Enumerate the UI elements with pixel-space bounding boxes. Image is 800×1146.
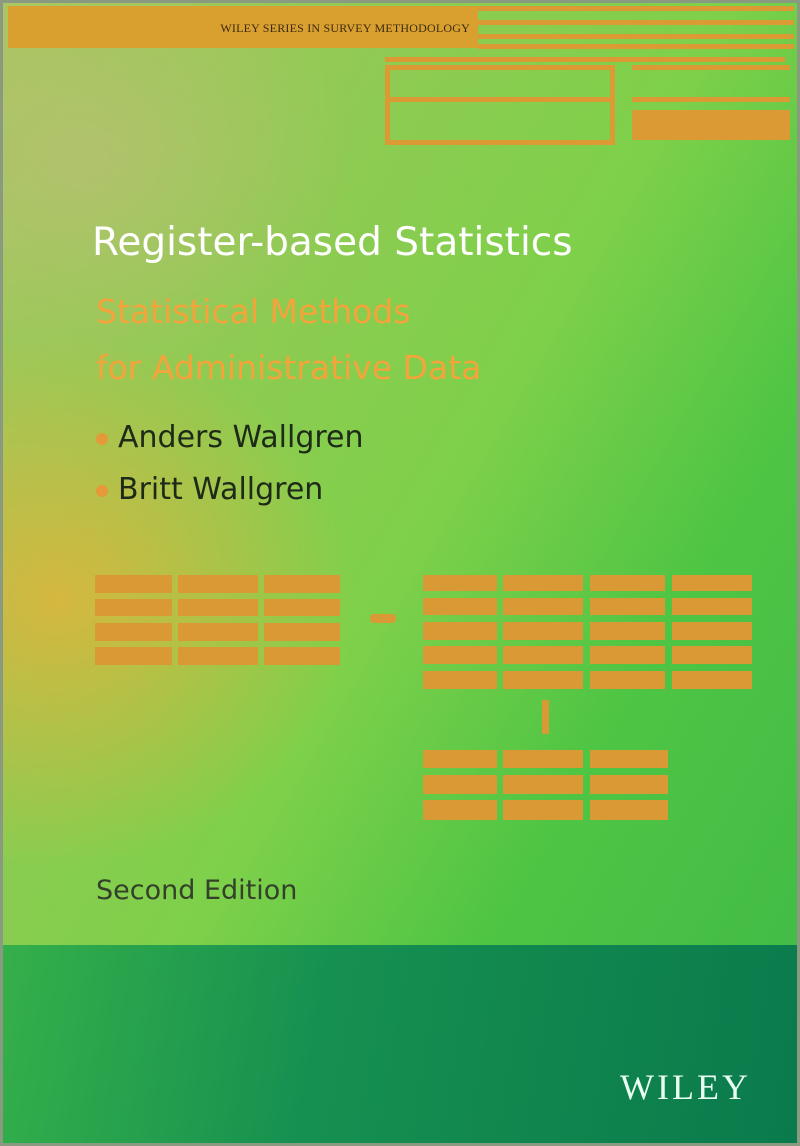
decor-stripe <box>632 97 790 102</box>
register-table-cell <box>503 622 583 640</box>
register-table-cell <box>503 646 583 664</box>
register-table-cell <box>503 598 583 615</box>
result-table-cell <box>503 800 583 820</box>
register-table-cell <box>590 622 665 640</box>
decor-stripe <box>478 20 794 25</box>
decor-stripe <box>478 6 794 11</box>
decor-stripe <box>478 34 794 39</box>
register-table-cell <box>672 622 752 640</box>
decor-stripe <box>632 65 790 70</box>
decor-stripe <box>390 97 610 102</box>
author-name: Britt Wallgren <box>118 472 324 507</box>
series-name: WILEY SERIES IN SURVEY METHODOLOGY <box>220 21 470 35</box>
register-table-cell <box>672 646 752 664</box>
register-table-cell <box>503 671 583 689</box>
source-table-cell <box>95 575 172 593</box>
register-table-cell <box>590 646 665 664</box>
series-band <box>8 6 478 48</box>
register-table-cell <box>672 598 752 615</box>
register-table-cell <box>423 575 497 591</box>
register-table-cell <box>423 622 497 640</box>
result-table-cell <box>590 800 668 820</box>
source-table-cell <box>264 647 340 665</box>
register-table-cell <box>590 598 665 615</box>
bullet-icon <box>96 484 108 497</box>
register-table-cell <box>590 671 665 689</box>
source-table-cell <box>178 575 258 593</box>
source-table-cell <box>95 623 172 641</box>
source-table-cell <box>178 623 258 641</box>
result-table-cell <box>503 750 583 768</box>
edition-label: Second Edition <box>96 875 298 906</box>
publisher-logo: WILEY <box>620 1067 751 1107</box>
register-table-cell <box>672 575 752 591</box>
subtitle-line-2: for Administrative Data <box>96 348 482 387</box>
result-table-cell <box>590 775 668 794</box>
register-table-cell <box>423 598 497 615</box>
source-table-cell <box>264 599 340 616</box>
register-table-cell <box>423 671 497 689</box>
decor-box <box>385 65 615 145</box>
source-table-cell <box>264 623 340 641</box>
result-table-cell <box>423 750 497 768</box>
source-table-cell <box>95 647 172 665</box>
result-table-cell <box>423 800 497 820</box>
bottom-band <box>0 945 800 1146</box>
author-2: Britt Wallgren <box>96 472 323 507</box>
result-table-cell <box>503 775 583 794</box>
decor-line <box>385 57 785 62</box>
decor-stripe <box>478 44 794 49</box>
bullet-icon <box>96 432 108 445</box>
source-table-cell <box>95 599 172 616</box>
register-table-cell <box>672 671 752 689</box>
author-1: Anders Wallgren <box>96 420 364 455</box>
book-title: Register-based Statistics <box>92 220 573 265</box>
source-table-cell <box>264 575 340 593</box>
register-table-cell <box>423 646 497 664</box>
subtitle-line-1: Statistical Methods <box>96 292 411 331</box>
decor-block <box>632 110 790 140</box>
arrow-right-icon <box>370 614 396 623</box>
result-table-cell <box>423 775 497 794</box>
author-name: Anders Wallgren <box>118 420 364 455</box>
register-table-cell <box>590 575 665 591</box>
source-table-cell <box>178 647 258 665</box>
result-table-cell <box>590 750 668 768</box>
source-table-cell <box>178 599 258 616</box>
register-table-cell <box>503 575 583 591</box>
arrow-down-icon <box>542 700 549 734</box>
